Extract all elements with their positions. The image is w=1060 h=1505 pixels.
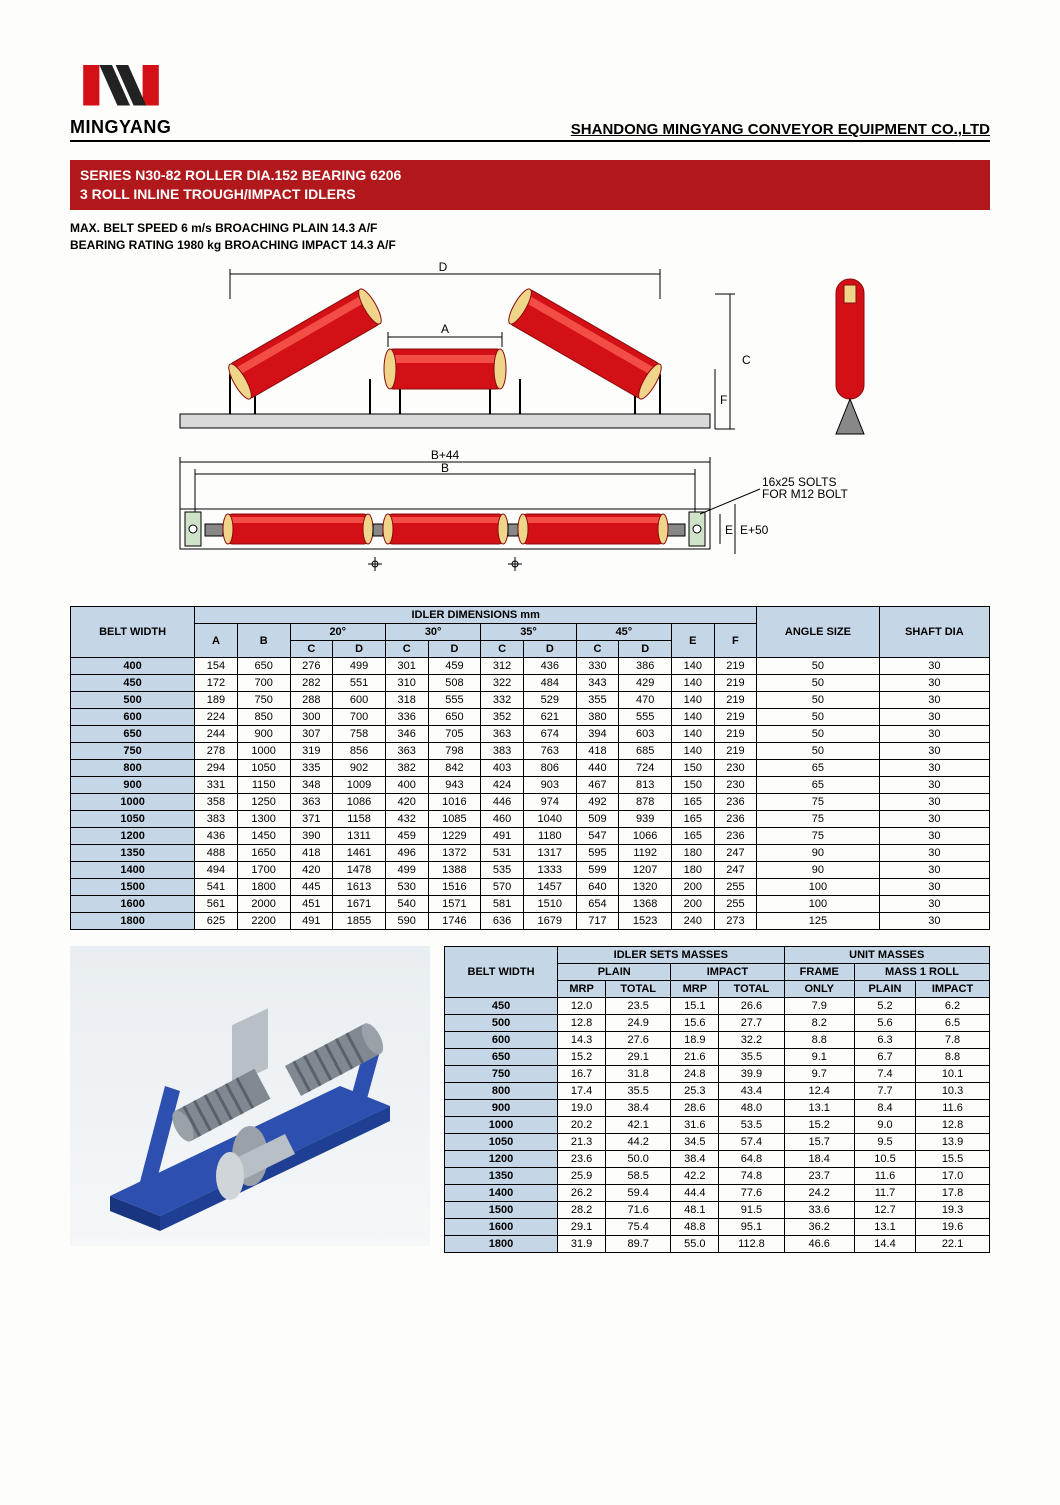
title-line-2: 3 ROLL INLINE TROUGH/IMPACT IDLERS	[80, 185, 980, 204]
logo-text: MINGYANG	[70, 117, 171, 138]
spec-block: MAX. BELT SPEED 6 m/s BROACHING PLAIN 14…	[70, 220, 990, 254]
bottom-row: BELT WIDTH IDLER SETS MASSES UNIT MASSES…	[70, 946, 990, 1253]
table-row: 90019.038.428.648.013.18.411.6	[445, 1100, 990, 1117]
dimensions-table: BELT WIDTH IDLER DIMENSIONS mm ANGLE SIZ…	[70, 606, 990, 930]
table-row: 1050383130037111584321085460104050993916…	[71, 811, 990, 828]
table-row: 8002941050335902382842403806440724150230…	[71, 760, 990, 777]
col-angle-size: ANGLE SIZE	[757, 607, 880, 658]
table-row: 6502449003077583467053636743946031402195…	[71, 726, 990, 743]
side-profile	[836, 279, 864, 434]
table-row: 1400494170042014784991388535133359912071…	[71, 862, 990, 879]
idler-diagram: D A C F B+44 B	[70, 259, 990, 589]
table-row: 1350488165041814614961372531131759511921…	[71, 845, 990, 862]
render-illustration	[80, 956, 420, 1236]
table-row: 160029.175.448.895.136.213.119.6	[445, 1219, 990, 1236]
svg-text:F: F	[720, 393, 727, 407]
table-row: 6002248503007003366503526213805551402195…	[71, 709, 990, 726]
table-row: 120023.650.038.464.818.410.515.5	[445, 1151, 990, 1168]
title-bar: SERIES N30-82 ROLLER DIA.152 BEARING 620…	[70, 160, 990, 210]
col-shaft-dia: SHAFT DIA	[879, 607, 989, 658]
logo-block: MINGYANG	[70, 60, 171, 138]
table-row: 180031.989.755.0112.846.614.422.1	[445, 1236, 990, 1253]
table-row: 45012.023.515.126.67.95.26.2	[445, 998, 990, 1015]
dim-title: IDLER DIMENSIONS mm	[195, 607, 757, 624]
table-row: 4001546502764993014593124363303861402195…	[71, 658, 990, 675]
svg-text:A: A	[441, 322, 449, 336]
svg-text:D: D	[439, 260, 448, 274]
table-row: 140026.259.444.477.624.211.717.8	[445, 1185, 990, 1202]
table-row: 105021.344.234.557.415.79.513.9	[445, 1134, 990, 1151]
table-row: 75016.731.824.839.99.77.410.1	[445, 1066, 990, 1083]
table-row: 80017.435.525.343.412.47.710.3	[445, 1083, 990, 1100]
svg-text:B+44: B+44	[431, 448, 460, 462]
svg-text:E: E	[725, 523, 733, 537]
table-row: 4501727002825513105083224843434291402195…	[71, 675, 990, 692]
table-row: 1800625220049118555901746636167971715232…	[71, 913, 990, 930]
page-header: MINGYANG SHANDONG MINGYANG CONVEYOR EQUI…	[70, 60, 990, 142]
spec-line-1: MAX. BELT SPEED 6 m/s BROACHING PLAIN 14…	[70, 220, 990, 237]
table-row: 150028.271.648.191.533.612.719.3	[445, 1202, 990, 1219]
masses-table: BELT WIDTH IDLER SETS MASSES UNIT MASSES…	[444, 946, 990, 1253]
company-name: SHANDONG MINGYANG CONVEYOR EQUIPMENT CO.…	[571, 121, 990, 138]
table-row: 1000358125036310864201016446974492878165…	[71, 794, 990, 811]
mingyang-logo-icon	[76, 60, 166, 115]
table-row: 1600561200045116715401571581151065413682…	[71, 896, 990, 913]
svg-text:FOR M12 BOLT: FOR M12 BOLT	[762, 487, 848, 501]
spec-line-2: BEARING RATING 1980 kg BROACHING IMPACT …	[70, 237, 990, 254]
product-render	[70, 946, 430, 1246]
diagram-area: D A C F B+44 B	[70, 259, 990, 594]
table-row: 7502781000319856363798383763418685140219…	[71, 743, 990, 760]
table-row: 9003311150348100940094342490346781315023…	[71, 777, 990, 794]
svg-text:B: B	[441, 461, 449, 475]
table-row: 1500541180044516135301516570145764013202…	[71, 879, 990, 896]
table-row: 65015.229.121.635.59.16.78.8	[445, 1049, 990, 1066]
col-belt-width: BELT WIDTH	[71, 607, 195, 658]
title-line-1: SERIES N30-82 ROLLER DIA.152 BEARING 620…	[80, 166, 980, 185]
table-row: 5001897502886003185553325293554701402195…	[71, 692, 990, 709]
table-row: 1200436145039013114591229491118054710661…	[71, 828, 990, 845]
table-row: 100020.242.131.653.515.29.012.8	[445, 1117, 990, 1134]
table-row: 60014.327.618.932.28.86.37.8	[445, 1032, 990, 1049]
svg-text:C: C	[742, 353, 751, 367]
table-row: 135025.958.542.274.823.711.617.0	[445, 1168, 990, 1185]
svg-text:E+50: E+50	[740, 523, 769, 537]
table-row: 50012.824.915.627.78.25.66.5	[445, 1015, 990, 1032]
